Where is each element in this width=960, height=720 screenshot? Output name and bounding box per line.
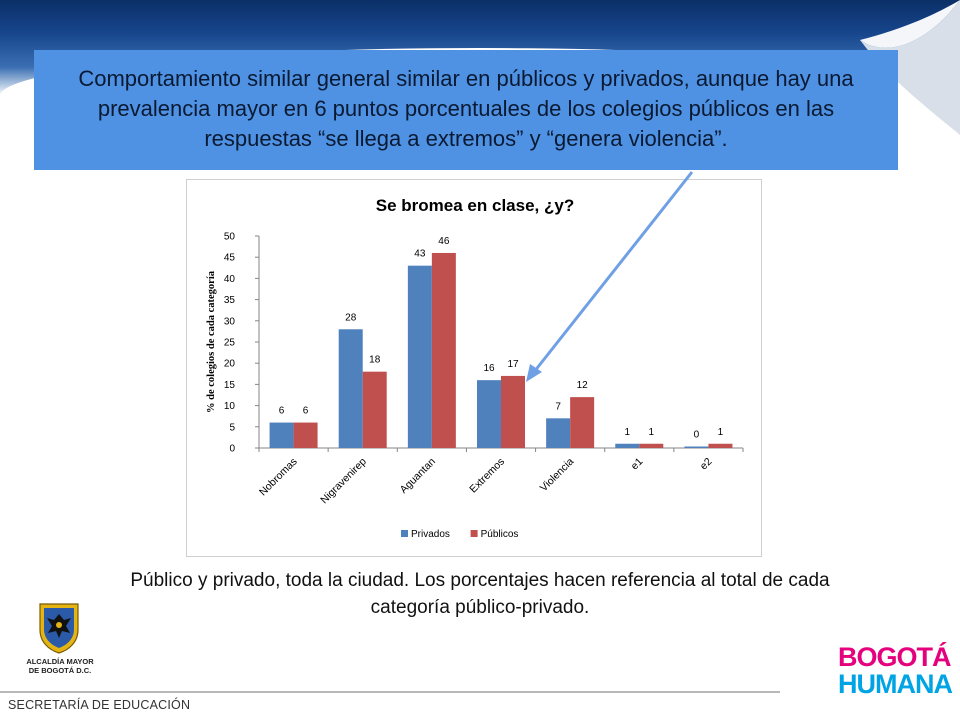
data-label: 12 [577, 380, 589, 391]
data-label: 1 [649, 427, 655, 438]
bar-privados [684, 446, 709, 448]
y-tick-label: 35 [224, 295, 236, 306]
bar-privados [477, 380, 501, 448]
bar-publicos [570, 397, 595, 448]
crest-title: ALCALDÍA MAYOR DE BOGOTÁ D.C. [20, 657, 100, 675]
brand-line2: HUMANA [838, 669, 953, 699]
bar-privados [546, 418, 571, 448]
y-tick-label: 50 [224, 232, 236, 243]
x-tick-label: e2 [698, 456, 715, 473]
bar-publicos [362, 371, 387, 448]
data-label: 46 [438, 236, 450, 247]
bar-publicos [639, 443, 664, 448]
crest-title-line2: DE BOGOTÁ D.C. [28, 666, 92, 675]
x-tick-label: Nobromas [257, 456, 300, 499]
bogota-crest-logo [39, 603, 79, 654]
x-tick-label: Nigravenirep [318, 456, 369, 507]
data-label: 28 [345, 312, 357, 323]
chart-title: Se bromea en clase, ¿y? [376, 196, 574, 215]
data-label: 0 [694, 430, 700, 441]
y-axis-label: % de colegios de cada categoría [206, 270, 217, 413]
data-label: 6 [303, 406, 309, 417]
data-label: 17 [507, 359, 519, 370]
y-tick-label: 45 [224, 253, 236, 264]
legend-label: Privados [411, 529, 450, 540]
bar-privados [338, 329, 363, 448]
y-tick-label: 30 [224, 316, 236, 327]
bar-publicos [431, 252, 456, 448]
y-tick-label: 20 [224, 359, 236, 370]
footer-divider [0, 691, 780, 693]
data-label: 7 [555, 401, 561, 412]
data-label: 1 [625, 427, 631, 438]
slide-caption: Público y privado, toda la ciudad. Los p… [130, 570, 830, 618]
y-tick-label: 25 [224, 338, 236, 349]
x-tick-label: Aguantan [398, 456, 438, 496]
callout-box: Comportamiento similar general similar e… [34, 50, 898, 170]
legend-label: Públicos [481, 529, 519, 540]
crest-title-line1: ALCALDÍA MAYOR [26, 657, 94, 666]
x-tick-label: Violencia [538, 456, 577, 495]
bar-publicos [293, 422, 318, 448]
bar-publicos [501, 375, 525, 448]
brand-line1: BOGOTÁ [838, 642, 952, 672]
footer-label: SECRETARÍA DE EDUCACIÓN [8, 698, 191, 712]
bar-publicos [708, 443, 733, 448]
bar-privados [269, 422, 294, 448]
bar-chart: Se bromea en clase, ¿y?05101520253035404… [206, 196, 744, 540]
y-tick-label: 10 [224, 401, 236, 412]
bar-privados [407, 265, 432, 448]
data-label: 16 [483, 363, 495, 374]
bar-privados [615, 443, 640, 448]
y-tick-label: 0 [229, 444, 235, 455]
callout-text: Comportamiento similar general similar e… [78, 66, 854, 151]
data-label: 6 [279, 406, 285, 417]
chart-frame: Se bromea en clase, ¿y? 0 5 10 15 20 25 30 35 40 4… [186, 179, 762, 557]
data-label: 43 [414, 249, 426, 260]
y-tick-label: 5 [229, 422, 235, 433]
legend-swatch-publicos [470, 530, 478, 537]
x-tick-label: e1 [629, 456, 646, 473]
y-tick-label: 40 [224, 274, 236, 285]
bogota-humana-logo: BOGOTÁ HUMANA [838, 642, 953, 699]
x-tick-label: Extremos [467, 456, 507, 496]
y-tick-label: 15 [224, 380, 236, 391]
legend-swatch-privados [401, 530, 408, 537]
data-label: 18 [369, 355, 381, 366]
data-label: 1 [718, 427, 724, 438]
page-curl-decoration [860, 0, 960, 135]
